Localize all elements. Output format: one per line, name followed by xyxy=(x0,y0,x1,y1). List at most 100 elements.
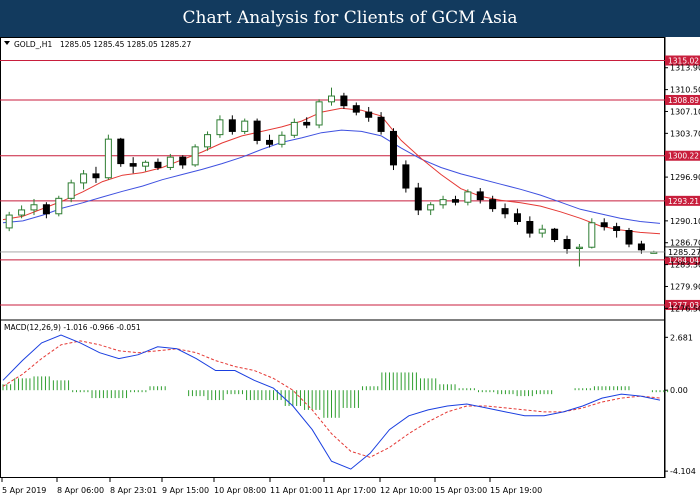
candle-body xyxy=(575,246,583,250)
candle-body xyxy=(142,161,150,167)
candle-body xyxy=(18,209,26,216)
symbol-label: GOLD_,H1 xyxy=(14,40,52,49)
level-tag xyxy=(665,254,700,265)
level-tag-label: 1277.03 xyxy=(668,301,699,310)
macd-line xyxy=(2,334,661,470)
candle-body xyxy=(80,173,88,184)
candle-body xyxy=(365,111,373,118)
candle-body xyxy=(340,95,348,107)
candle-body xyxy=(92,173,100,179)
price-pane: 1315.02 1308.89 1300.22 1293.21 1284.04 1277.… xyxy=(0,55,700,313)
candle-body xyxy=(241,120,249,132)
macd-tick-label: 0.00 xyxy=(670,386,688,395)
candle-body xyxy=(637,243,645,251)
candle-body xyxy=(526,220,534,234)
candle-body xyxy=(191,146,199,166)
candle-body xyxy=(204,134,212,148)
candle-body xyxy=(55,197,63,215)
level-tag-label: 1308.89 xyxy=(668,96,699,105)
time-axis: 5 Apr 2019 8 Apr 06:00 8 Apr 23:01 9 Apr 15… xyxy=(1,478,542,495)
candle-body xyxy=(451,199,459,203)
candle-body xyxy=(290,121,298,136)
candle-body xyxy=(67,182,75,199)
candle-body xyxy=(513,213,521,222)
macd-pane: MACD(12,26,9) -1.016 -0.966 -0.051 2.681… xyxy=(2,323,696,476)
price-tick-label: 1303.70 xyxy=(670,129,700,138)
price-tick-label: 1313.90 xyxy=(670,64,700,73)
time-tick-label: 5 Apr 2019 xyxy=(2,486,46,495)
price-tick-label: 1276.50 xyxy=(670,304,700,313)
candle-body xyxy=(402,164,410,189)
current-price-label: 1285.27 xyxy=(668,248,700,257)
time-tick-label: 8 Apr 23:01 xyxy=(110,486,157,495)
ema-blue-line xyxy=(2,129,661,224)
macd-signal-line xyxy=(2,340,661,458)
candle-body xyxy=(30,204,38,211)
macd-tick-label: -4.104 xyxy=(670,467,696,476)
time-tick-label: 11 Apr 01:00 xyxy=(270,486,322,495)
level-tag xyxy=(665,94,700,105)
time-tick-label: 12 Apr 10:00 xyxy=(380,486,432,495)
time-tick-label: 11 Apr 17:00 xyxy=(324,486,376,495)
candle-body xyxy=(129,163,137,167)
candle-body xyxy=(166,156,174,168)
candle-body xyxy=(179,156,187,166)
level-tag xyxy=(665,299,700,310)
price-tick-label: 1283.30 xyxy=(670,261,700,270)
dropdown-triangle-icon[interactable] xyxy=(4,41,10,45)
ohlc-readout: 1285.05 1285.45 1285.05 1285.27 xyxy=(60,40,191,49)
candle-body xyxy=(328,95,335,103)
candle-body xyxy=(464,191,472,203)
time-tick-label: 9 Apr 15:00 xyxy=(162,486,209,495)
time-tick-label: 15 Apr 03:00 xyxy=(435,486,487,495)
time-tick-label: 15 Apr 19:00 xyxy=(490,486,542,495)
price-tick-label: 1290.10 xyxy=(670,217,700,226)
candle-body xyxy=(377,116,385,132)
candle-body xyxy=(588,222,596,248)
candle-body xyxy=(104,138,112,179)
title-banner: Chart Analysis for Clients of GCM Asia xyxy=(0,0,700,37)
candle-body xyxy=(501,208,509,215)
current-price-tag xyxy=(664,246,700,258)
candle-body xyxy=(315,101,323,126)
price-tick-label: 1279.90 xyxy=(670,282,700,291)
candle-body xyxy=(5,214,13,229)
time-tick-label: 8 Apr 06:00 xyxy=(57,486,104,495)
banner-title: Chart Analysis for Clients of GCM Asia xyxy=(182,8,518,28)
candle-body xyxy=(253,120,261,141)
candle-body xyxy=(278,134,286,145)
candle-body xyxy=(389,130,397,166)
price-tick-label: 1296.90 xyxy=(670,173,700,182)
candle-body xyxy=(489,199,497,210)
candle-body xyxy=(154,161,162,168)
price-tick-label: 1310.50 xyxy=(670,86,700,95)
candle-body xyxy=(42,204,50,215)
macd-header: MACD(12,26,9) -1.016 -0.966 -0.051 xyxy=(4,323,141,332)
candle-body xyxy=(228,119,236,132)
candle-body xyxy=(303,121,311,126)
candle-body xyxy=(414,187,422,211)
candle-body xyxy=(216,119,224,136)
candle-body xyxy=(117,138,125,165)
macd-tick-label: 2.681 xyxy=(670,333,693,342)
level-tag-label: 1293.21 xyxy=(668,197,699,206)
price-tick-label: 1286.70 xyxy=(670,239,700,248)
candle-body xyxy=(563,239,571,250)
price-tick-label: 1307.10 xyxy=(670,107,700,116)
level-tag-label: 1315.02 xyxy=(668,57,699,66)
candle-body xyxy=(266,139,274,145)
time-tick-label: 10 Apr 08:00 xyxy=(214,486,266,495)
candle-body xyxy=(613,226,621,232)
candle-body xyxy=(439,199,447,206)
candle-body xyxy=(600,222,608,228)
level-tag xyxy=(665,195,700,206)
candle-body xyxy=(427,204,435,211)
candle-body xyxy=(551,228,559,241)
candle-body xyxy=(625,230,633,245)
candle-body xyxy=(538,228,546,234)
ema-red-line xyxy=(2,107,661,235)
level-tag xyxy=(665,55,700,66)
candle-body xyxy=(476,191,484,201)
level-tag xyxy=(665,150,700,161)
chart-area[interactable]: GOLD_,H1 1285.05 1285.45 1285.05 1285.27… xyxy=(0,37,700,500)
